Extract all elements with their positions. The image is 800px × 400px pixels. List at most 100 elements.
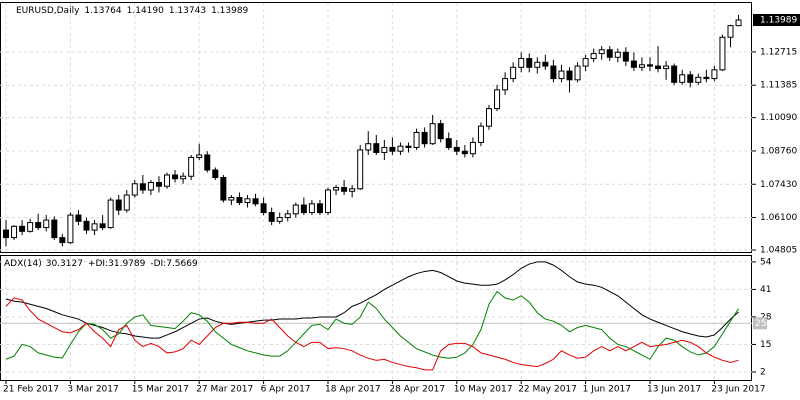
- candle-body: [139, 183, 146, 191]
- candle-body: [107, 199, 114, 229]
- legend-value: 31.9789: [108, 259, 145, 269]
- candle-body: [19, 225, 26, 232]
- candle-body: [333, 187, 340, 191]
- candle-body: [582, 58, 589, 67]
- candle-body: [172, 174, 179, 180]
- candle-body: [196, 154, 203, 158]
- candle-body: [655, 65, 662, 70]
- candle-body: [244, 198, 251, 204]
- x-tick-label: 13 Jun 2017: [647, 385, 701, 395]
- candle-body: [123, 194, 130, 211]
- candle-body: [3, 229, 9, 239]
- candle-body: [204, 154, 211, 171]
- candle-body: [574, 65, 581, 81]
- candle-body: [614, 51, 621, 58]
- candle-body: [735, 19, 742, 27]
- candle-body: [469, 141, 476, 155]
- candle-body: [711, 69, 718, 80]
- panel-frame: [0, 255, 752, 381]
- header-value: 1.13764: [84, 6, 121, 16]
- candle-body: [115, 199, 122, 211]
- candle-body: [236, 197, 243, 204]
- candle-body: [75, 214, 82, 222]
- candle-body: [389, 146, 396, 152]
- candle-body: [308, 203, 315, 214]
- legend-value: 7.5669: [166, 259, 198, 269]
- candle-body: [147, 182, 154, 191]
- header-value: 1.13743: [169, 6, 206, 16]
- candle-body: [727, 25, 734, 38]
- candle-body: [349, 188, 356, 192]
- candle-body: [373, 143, 380, 153]
- candle-body: [687, 74, 694, 83]
- candle-body: [180, 175, 187, 180]
- candle-body: [502, 78, 509, 91]
- candle-body: [91, 223, 98, 231]
- candle-body: [292, 204, 299, 215]
- candle-body: [494, 89, 501, 110]
- legend-name: ADX(14): [4, 259, 42, 269]
- candle-body: [325, 189, 331, 214]
- chart-title: EURUSD,Daily: [16, 6, 80, 16]
- candle-body: [35, 222, 42, 229]
- candle-body: [518, 58, 525, 68]
- candle-body: [638, 64, 645, 68]
- x-tick-label: 21 Feb 2017: [3, 385, 59, 395]
- candle-body: [260, 203, 267, 214]
- y-tick-label: 1.12715: [760, 47, 797, 57]
- candle-body: [453, 146, 460, 152]
- x-tick-label: 28 Apr 2017: [389, 385, 445, 395]
- candle-body: [598, 49, 605, 55]
- price-box: [753, 14, 800, 27]
- y-tick-label: 1.06100: [760, 213, 797, 223]
- candle-body: [228, 197, 235, 201]
- candle-body: [59, 237, 66, 244]
- indicator-line: [5, 297, 739, 371]
- candle-body: [590, 53, 597, 60]
- candle-body: [268, 212, 275, 222]
- candle-body: [164, 174, 170, 187]
- candle-body: [51, 219, 58, 239]
- candle-body: [542, 61, 549, 67]
- candle-body: [83, 220, 90, 231]
- y-tick-label: 15: [760, 340, 771, 350]
- y-tick-label: 1.08760: [760, 146, 797, 156]
- y-tick-label: 2: [760, 367, 766, 377]
- x-tick-label: 27 Mar 2017: [196, 385, 253, 395]
- candle-body: [671, 65, 678, 83]
- candle-body: [486, 108, 492, 127]
- panel-frame: [0, 2, 752, 253]
- candle-body: [341, 187, 348, 192]
- candle-body: [663, 65, 670, 70]
- candle-body: [550, 65, 557, 80]
- candle-body: [647, 64, 653, 67]
- candle-body: [252, 198, 259, 205]
- chart-header: EURUSD,Daily 1.13764 1.14190 1.13743 1.13989: [16, 6, 249, 16]
- candle-body: [397, 145, 404, 152]
- candle-body: [566, 70, 573, 81]
- candle-body: [445, 138, 452, 148]
- x-tick-label: 6 Apr 2017: [261, 385, 311, 395]
- candle-body: [43, 219, 50, 229]
- candle-body: [316, 203, 323, 214]
- candle-body: [679, 74, 686, 83]
- y-tick-label: 1.11385: [760, 81, 797, 91]
- candle-body: [99, 223, 106, 229]
- level-box: [753, 317, 767, 330]
- candle-body: [220, 176, 227, 201]
- y-tick-label: 1.07430: [760, 180, 797, 190]
- candle-body: [155, 182, 162, 187]
- candle-body: [413, 131, 420, 148]
- candle-body: [477, 125, 484, 143]
- candle-body: [719, 36, 726, 71]
- candle-body: [284, 213, 291, 219]
- candle-body: [405, 145, 412, 148]
- candle-body: [558, 70, 565, 80]
- y-tick-label: 41: [760, 285, 771, 295]
- y-tick-label: 54: [760, 257, 772, 267]
- x-tick-label: 3 Mar 2017: [67, 385, 118, 395]
- candle-body: [131, 183, 138, 196]
- header-value: 1.14190: [127, 6, 164, 16]
- indicator-header: ADX(14) 30.3127 +DI:31.9789 -DI:7.5669: [4, 259, 198, 269]
